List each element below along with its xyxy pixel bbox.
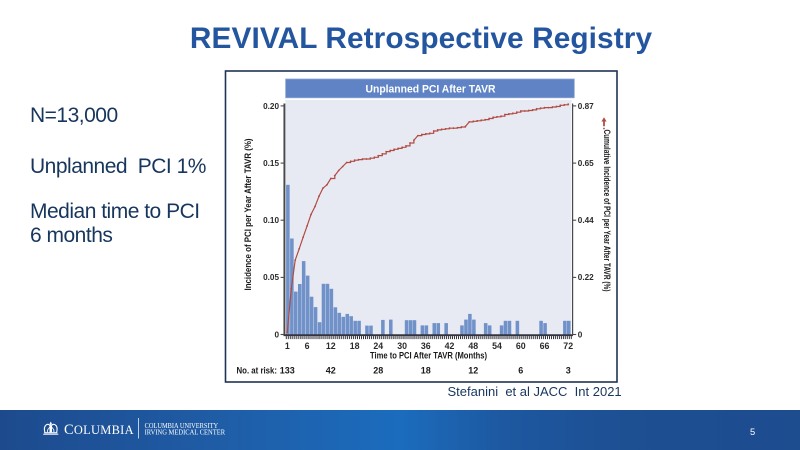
svg-text:0.87: 0.87: [578, 102, 594, 111]
svg-text:Unplanned PCI After TAVR: Unplanned PCI After TAVR: [366, 83, 496, 95]
svg-text:60: 60: [516, 341, 526, 351]
svg-text:1: 1: [285, 341, 290, 351]
svg-text:Incidence of PCI per Year Afte: Incidence of PCI per Year After TAVR (%): [243, 138, 253, 290]
svg-text:0.10: 0.10: [263, 216, 279, 225]
svg-text:18: 18: [350, 341, 360, 351]
svg-text:0.05: 0.05: [263, 273, 279, 282]
svg-text:COLUMBIA: COLUMBIA: [64, 422, 134, 438]
svg-text:6: 6: [518, 366, 523, 376]
svg-text:12: 12: [326, 341, 336, 351]
svg-text:18: 18: [421, 366, 431, 376]
svg-text:Cumulative Incidence of PCI pe: Cumulative Incidence of PCI per Year Aft…: [602, 130, 612, 292]
svg-text:0.65: 0.65: [578, 159, 594, 168]
svg-text:IRVING MEDICAL CENTER: IRVING MEDICAL CENTER: [145, 429, 226, 437]
svg-text:12: 12: [468, 366, 478, 376]
svg-text:30: 30: [397, 341, 407, 351]
svg-text:0.22: 0.22: [578, 273, 594, 282]
svg-text:54: 54: [492, 341, 502, 351]
svg-text:42: 42: [326, 366, 336, 376]
svg-text:48: 48: [468, 341, 478, 351]
svg-text:24: 24: [373, 341, 383, 351]
svg-text:36: 36: [421, 341, 431, 351]
svg-text:COLUMBIA UNIVERSITY: COLUMBIA UNIVERSITY: [145, 422, 219, 430]
svg-text:6: 6: [305, 341, 310, 351]
svg-text:0.15: 0.15: [263, 159, 279, 168]
svg-text:42: 42: [445, 341, 455, 351]
svg-text:0.44: 0.44: [578, 216, 594, 225]
svg-text:Time to PCI After TAVR (Months: Time to PCI After TAVR (Months): [370, 350, 487, 361]
svg-text:5: 5: [750, 427, 755, 437]
svg-text:0: 0: [274, 330, 279, 339]
svg-text:133: 133: [280, 366, 295, 376]
svg-text:3: 3: [566, 366, 571, 376]
svg-text:0.20: 0.20: [263, 102, 279, 111]
svg-text:No. at risk:: No. at risk:: [237, 366, 278, 376]
svg-text:28: 28: [373, 366, 383, 376]
svg-text:0: 0: [578, 330, 583, 339]
svg-text:72: 72: [563, 341, 573, 351]
svg-text:66: 66: [540, 341, 550, 351]
